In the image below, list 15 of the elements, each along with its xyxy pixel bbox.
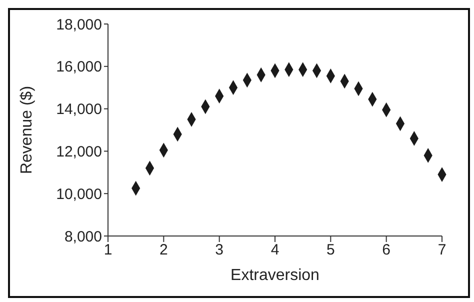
x-tick-label: 2 <box>159 242 168 259</box>
x-tick-label: 4 <box>270 242 280 259</box>
y-tick-label: 16,000 <box>56 58 102 76</box>
y-axis-title: Revenue ($) <box>18 86 36 174</box>
x-axis-title: Extraversion <box>230 267 320 284</box>
y-tick-label: 12,000 <box>56 144 102 161</box>
x-tick-label: 3 <box>215 242 224 259</box>
x-tick-label: 5 <box>326 242 335 259</box>
y-tick-label: 18,000 <box>56 16 102 34</box>
x-tick-label: 7 <box>438 242 446 259</box>
y-tick-label: 14,000 <box>56 101 102 118</box>
y-tick-label: 10,000 <box>56 186 102 203</box>
x-tick-label: 1 <box>104 242 112 259</box>
x-tick-label: 6 <box>382 242 391 259</box>
y-tick-label: 8,000 <box>64 228 102 246</box>
